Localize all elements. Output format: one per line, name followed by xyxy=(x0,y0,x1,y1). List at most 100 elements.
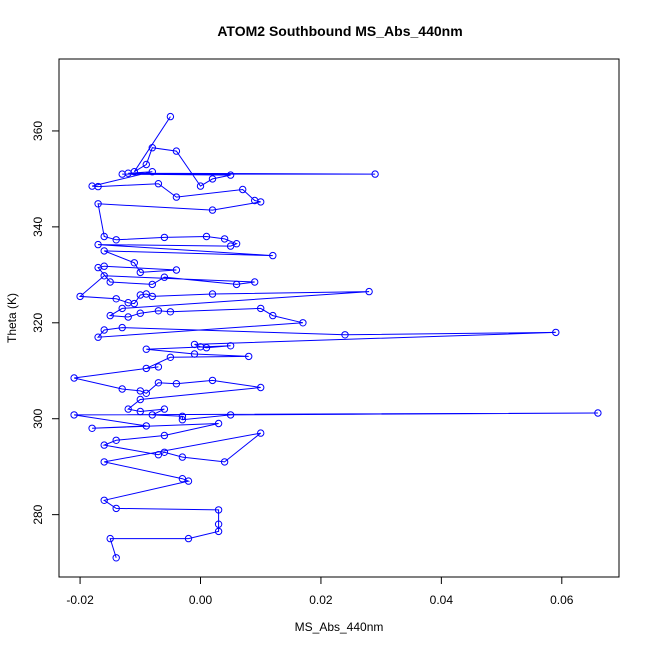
x-tick-label: 0.04 xyxy=(430,593,454,607)
data-point xyxy=(257,383,265,392)
data-point xyxy=(136,309,145,317)
data-point xyxy=(94,263,102,272)
data-point xyxy=(94,182,102,191)
data-point xyxy=(299,319,307,327)
data-point xyxy=(112,236,120,244)
data-point xyxy=(148,292,157,301)
data-point xyxy=(100,272,108,280)
data-point xyxy=(172,193,181,201)
y-tick-label: 300 xyxy=(31,408,45,428)
data-point xyxy=(124,169,132,177)
x-tick-label: 0.00 xyxy=(189,593,213,607)
data-point xyxy=(172,380,181,388)
data-point xyxy=(142,422,151,430)
data-point xyxy=(154,363,163,371)
data-point xyxy=(118,323,126,332)
data-point xyxy=(184,477,193,485)
data-point xyxy=(178,416,187,424)
data-point xyxy=(214,419,223,428)
data-point xyxy=(269,251,277,260)
data-point xyxy=(371,170,379,178)
data-point xyxy=(172,147,181,155)
data-point xyxy=(130,299,139,308)
data-point xyxy=(100,247,108,255)
data-point xyxy=(136,407,145,416)
data-point xyxy=(226,411,235,419)
data-point xyxy=(214,527,223,536)
data-point xyxy=(160,431,169,440)
data-point xyxy=(208,206,217,214)
data-point xyxy=(232,280,241,289)
data-point xyxy=(257,198,265,206)
y-tick-label: 280 xyxy=(31,504,45,524)
x-axis-label: MS_Abs_440nm xyxy=(295,620,384,634)
data-point xyxy=(245,352,253,361)
data-point xyxy=(202,232,211,241)
data-point xyxy=(226,342,235,350)
data-point xyxy=(202,344,211,352)
data-point xyxy=(160,273,169,281)
data-point xyxy=(257,429,265,437)
y-tick-label: 320 xyxy=(31,312,45,332)
data-point xyxy=(208,175,217,183)
data-point xyxy=(148,144,157,152)
data-point xyxy=(208,376,217,385)
data-point xyxy=(118,304,126,313)
data-point xyxy=(124,313,132,321)
data-point xyxy=(136,268,145,277)
data-point xyxy=(136,395,145,404)
data-point xyxy=(190,350,199,358)
y-axis-label: Theta (K) xyxy=(5,293,19,343)
data-point xyxy=(142,389,151,397)
data-point xyxy=(70,374,78,382)
data-point xyxy=(552,328,560,337)
data-point xyxy=(154,180,163,188)
data-point xyxy=(124,405,132,413)
data-point xyxy=(112,295,120,303)
data-point xyxy=(365,287,373,296)
y-tick-label: 360 xyxy=(31,121,45,141)
x-tick-label: 0.06 xyxy=(550,593,574,607)
data-point xyxy=(100,496,108,504)
y-tick-label: 340 xyxy=(31,217,45,237)
data-point xyxy=(142,345,151,353)
data-point xyxy=(148,411,157,419)
data-point xyxy=(148,168,157,176)
data-point xyxy=(100,458,108,466)
data-point xyxy=(214,520,223,528)
data-point xyxy=(178,453,187,461)
data-point xyxy=(100,441,108,449)
data-point xyxy=(166,353,175,361)
data-point xyxy=(239,185,247,194)
data-point xyxy=(166,308,175,316)
data-point xyxy=(70,411,78,419)
data-point xyxy=(106,534,114,543)
data-point xyxy=(118,385,126,393)
data-point xyxy=(148,280,157,289)
data-point xyxy=(341,331,349,339)
data-point xyxy=(208,290,217,298)
data-point xyxy=(178,412,187,420)
x-tick-label: -0.02 xyxy=(66,593,94,607)
data-point xyxy=(94,200,102,208)
data-point xyxy=(76,292,84,301)
data-point xyxy=(269,311,277,320)
data-point xyxy=(257,304,265,313)
data-point xyxy=(251,278,259,286)
data-point xyxy=(166,112,175,121)
chart-title: ATOM2 Southbound MS_Abs_440nm xyxy=(217,23,462,39)
data-point xyxy=(112,436,120,444)
data-point xyxy=(112,554,120,562)
data-point xyxy=(220,458,229,466)
data-point xyxy=(142,364,151,373)
axes: -0.02 0.00 0.02 0.04 0.06 280 300 320 340 360 xyxy=(31,121,574,607)
data-point xyxy=(196,182,205,190)
data-point xyxy=(226,171,235,179)
data-point xyxy=(100,326,108,334)
series-line xyxy=(73,116,598,558)
data-point xyxy=(160,405,169,413)
plot-layer xyxy=(70,112,602,562)
data-point xyxy=(184,534,193,543)
data-point xyxy=(94,240,102,249)
